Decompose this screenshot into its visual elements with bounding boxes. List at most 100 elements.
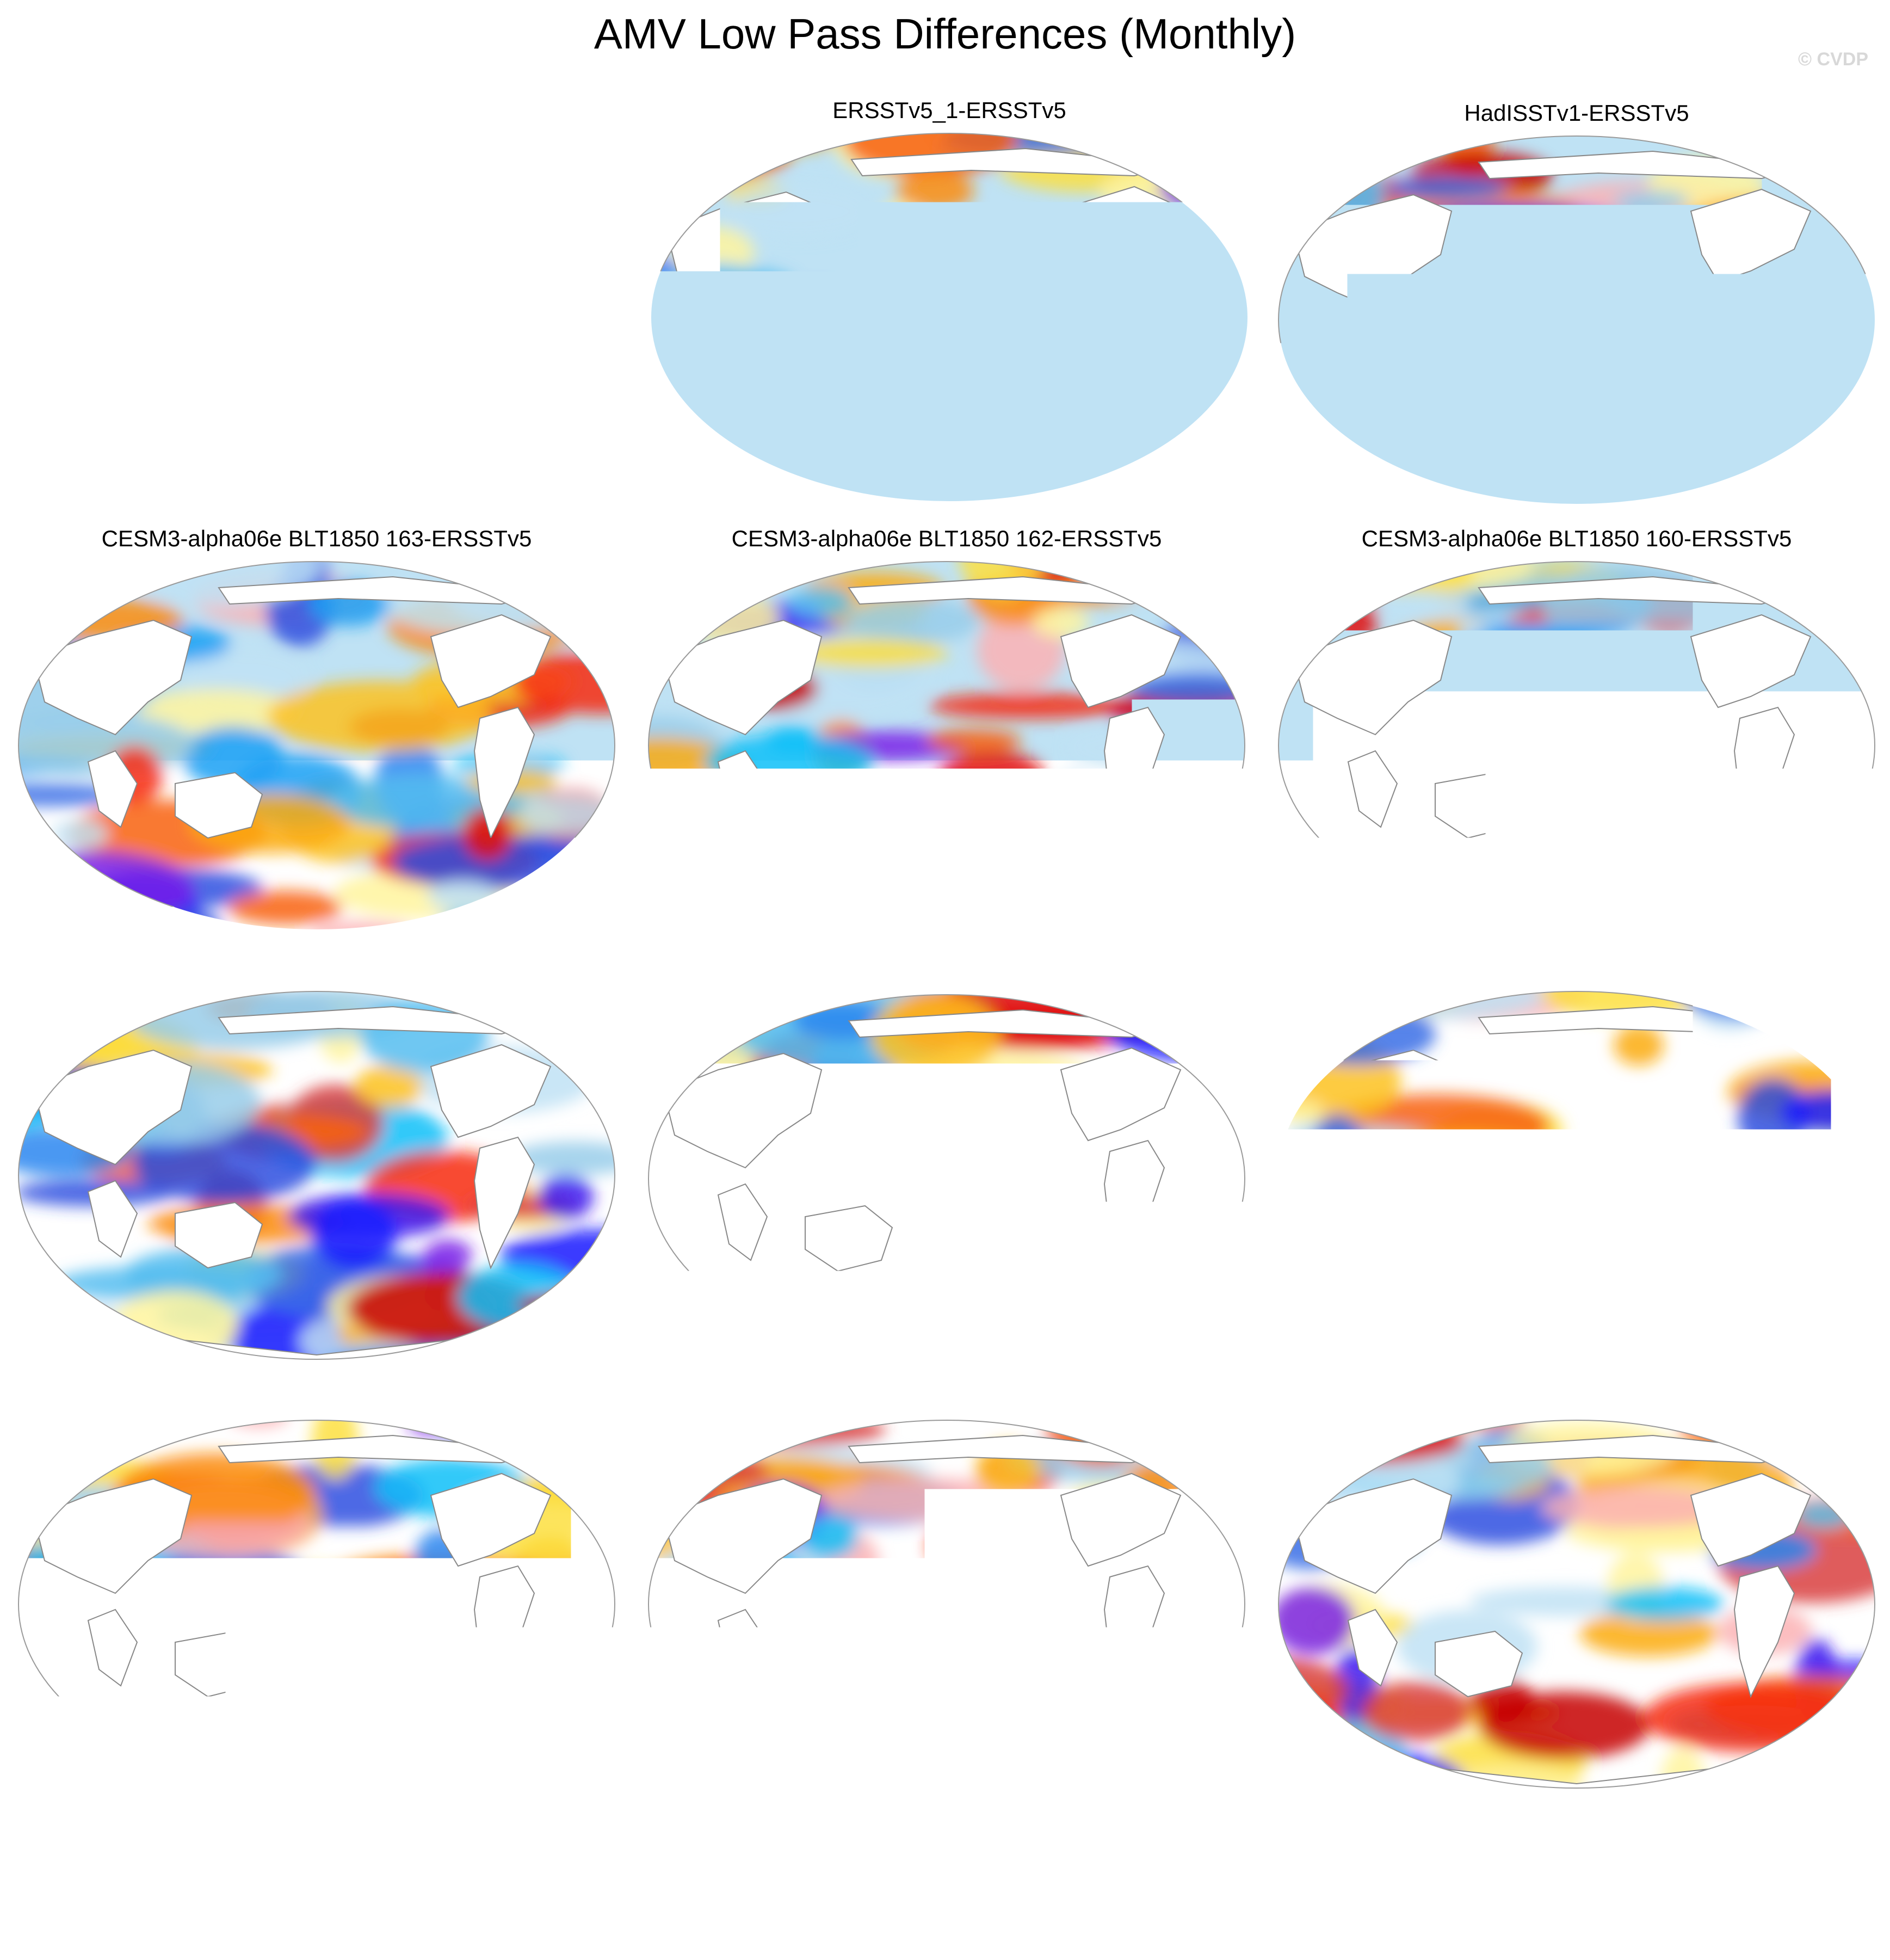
sst-anomaly-patch bbox=[1669, 1156, 1742, 1237]
sst-anomaly-patch bbox=[1761, 874, 1881, 936]
sst-anomaly-patch bbox=[1452, 883, 1601, 908]
sst-anomaly-patch bbox=[1177, 127, 1254, 175]
sst-difference-map bbox=[12, 985, 621, 1366]
sst-anomaly-patch bbox=[1606, 1587, 1724, 1620]
colorbar-swatch-12 bbox=[1005, 1841, 1065, 1871]
colorbar-swatch-16 bbox=[1244, 1841, 1304, 1871]
sst-difference-map bbox=[642, 555, 1251, 936]
sst-anomaly-patch bbox=[1541, 564, 1716, 646]
colorbar-swatch-8 bbox=[765, 1841, 825, 1871]
sst-anomaly-patch bbox=[693, 1743, 759, 1795]
sst-anomaly-patch bbox=[12, 886, 78, 920]
sst-field bbox=[1272, 1414, 1881, 1795]
colorbar-tick-label: 0 bbox=[936, 1877, 954, 1914]
sst-anomaly-patch bbox=[307, 1598, 477, 1622]
sst-field bbox=[1272, 985, 1881, 1366]
sst-anomaly-patch bbox=[1784, 1414, 1857, 1475]
sst-anomaly-patch bbox=[666, 1686, 756, 1769]
sst-anomaly-patch bbox=[642, 555, 813, 571]
sst-difference-map bbox=[1272, 130, 1881, 510]
panel-title: CESM2 piControl A-ERSSTv5 bbox=[1267, 1382, 1887, 1413]
sst-anomaly-patch bbox=[1191, 919, 1251, 936]
panel-title: ERSSTv5_1-ERSSTv5 bbox=[639, 95, 1259, 126]
sst-anomaly-patch bbox=[12, 1414, 76, 1444]
sst-anomaly-patch bbox=[642, 1414, 812, 1436]
sst-anomaly-patch bbox=[992, 1543, 1052, 1593]
colorbar-tick-label: 2.4 bbox=[1282, 1877, 1326, 1914]
sst-anomaly-patch bbox=[1743, 437, 1837, 476]
sst-anomaly-patch bbox=[642, 1325, 771, 1369]
sst-anomaly-patch bbox=[407, 1414, 521, 1437]
colorbar-tick-label: -0.8 bbox=[798, 1877, 853, 1914]
sst-anomaly-patch bbox=[542, 1613, 621, 1694]
sst-anomaly-patch bbox=[12, 1352, 149, 1366]
panel-title: CESM3-alpha06e BLT1850 163-ERSSTv5 bbox=[7, 523, 627, 554]
sst-anomaly-patch bbox=[731, 821, 779, 864]
sst-field bbox=[645, 127, 1254, 508]
sst-anomaly-patch bbox=[1312, 1312, 1474, 1342]
sst-difference-map bbox=[642, 988, 1251, 1369]
sst-anomaly-patch bbox=[642, 1733, 757, 1775]
sst-anomaly-patch bbox=[1819, 1737, 1881, 1771]
colorbar-swatch-13 bbox=[1065, 1841, 1125, 1871]
panel-cesm2-picontrol-b: CESM2 piControl B-ERSSTv5 bbox=[637, 1382, 1257, 1796]
colorbar-swatch-17 bbox=[1304, 1841, 1364, 1871]
sst-anomaly-patch bbox=[263, 1643, 372, 1671]
sst-anomaly-patch bbox=[1272, 1767, 1375, 1794]
sst-anomaly-patch bbox=[1272, 1322, 1348, 1366]
colorbar-swatch-10 bbox=[885, 1841, 945, 1871]
colorbar-tick-label: 0.8 bbox=[1043, 1877, 1087, 1914]
colorbar-swatch-6 bbox=[646, 1841, 706, 1871]
sst-anomaly-patch bbox=[1613, 208, 1671, 269]
sst-difference-map bbox=[1272, 985, 1881, 1366]
sst-anomaly-patch bbox=[441, 911, 495, 935]
sst-anomaly-patch bbox=[662, 1414, 886, 1448]
sst-anomaly-patch bbox=[799, 925, 844, 936]
colorbar-swatch-20 bbox=[1484, 1841, 1543, 1871]
sst-anomaly-patch bbox=[645, 127, 773, 156]
sst-anomaly-patch bbox=[1272, 1294, 1332, 1366]
sst-anomaly-patch bbox=[1079, 461, 1144, 484]
colorbar-swatch-3 bbox=[466, 1841, 526, 1871]
sst-anomaly-patch bbox=[12, 896, 58, 936]
colorbar-swatch-19 bbox=[1424, 1841, 1484, 1871]
sst-anomaly-patch bbox=[1273, 398, 1489, 476]
sst-anomaly-patch bbox=[519, 794, 615, 835]
sst-anomaly-patch bbox=[642, 1224, 730, 1267]
sst-anomaly-patch bbox=[1644, 1682, 1868, 1752]
sst-anomaly-patch bbox=[1728, 467, 1881, 510]
sst-anomaly-patch bbox=[1274, 985, 1452, 998]
sst-anomaly-patch bbox=[1110, 988, 1236, 1025]
sst-anomaly-patch bbox=[517, 1429, 621, 1450]
sst-anomaly-patch bbox=[1722, 484, 1848, 510]
sst-anomaly-patch bbox=[656, 476, 726, 508]
sst-anomaly-patch bbox=[424, 1240, 472, 1270]
figure-title: AMV Low Pass Differences (Monthly) bbox=[0, 7, 1890, 61]
sst-anomaly-patch bbox=[917, 1666, 1068, 1717]
sst-anomaly-patch bbox=[1110, 1414, 1251, 1449]
panel-cesm3-alpha06e-163: CESM3-alpha06e BLT1850 163-ERSSTv5 bbox=[7, 523, 627, 937]
sst-anomaly-patch bbox=[788, 587, 853, 618]
colorbar-swatch-11 bbox=[945, 1841, 1005, 1871]
colorbar-swatch-5 bbox=[586, 1841, 646, 1871]
colorbar-tick-label: 1.6 bbox=[1163, 1877, 1207, 1914]
sst-anomaly-patch bbox=[129, 1696, 174, 1716]
sst-anomaly-patch bbox=[1366, 555, 1475, 596]
panel-title: CESM3-beta04 BLT1850 121-ERSSTv5 bbox=[637, 957, 1257, 987]
panel-title: CESM3-alpha06e BLT1850 160-ERSSTv5 bbox=[1267, 523, 1887, 554]
sst-anomaly-patch bbox=[1614, 1025, 1664, 1065]
sst-field bbox=[1272, 130, 1881, 510]
sst-anomaly-patch bbox=[1370, 590, 1473, 613]
sst-anomaly-patch bbox=[1644, 732, 1705, 752]
sst-field bbox=[642, 555, 1251, 936]
sst-anomaly-patch bbox=[53, 820, 107, 848]
panel-cesm2-picontrol-c: CESM2 piControl C-ERSSTv5 bbox=[7, 1382, 627, 1796]
sst-field bbox=[12, 555, 621, 936]
sst-anomaly-patch bbox=[12, 1336, 104, 1366]
colorbar-tick-label: 4 bbox=[1535, 1877, 1552, 1914]
colorbar-tick-label: -2.4 bbox=[559, 1877, 613, 1914]
colorbar-swatch-4 bbox=[526, 1841, 586, 1871]
sst-anomaly-patch bbox=[505, 1782, 621, 1795]
colorbar-swatch-1 bbox=[347, 1841, 406, 1871]
colorbar-swatch-7 bbox=[706, 1841, 765, 1871]
